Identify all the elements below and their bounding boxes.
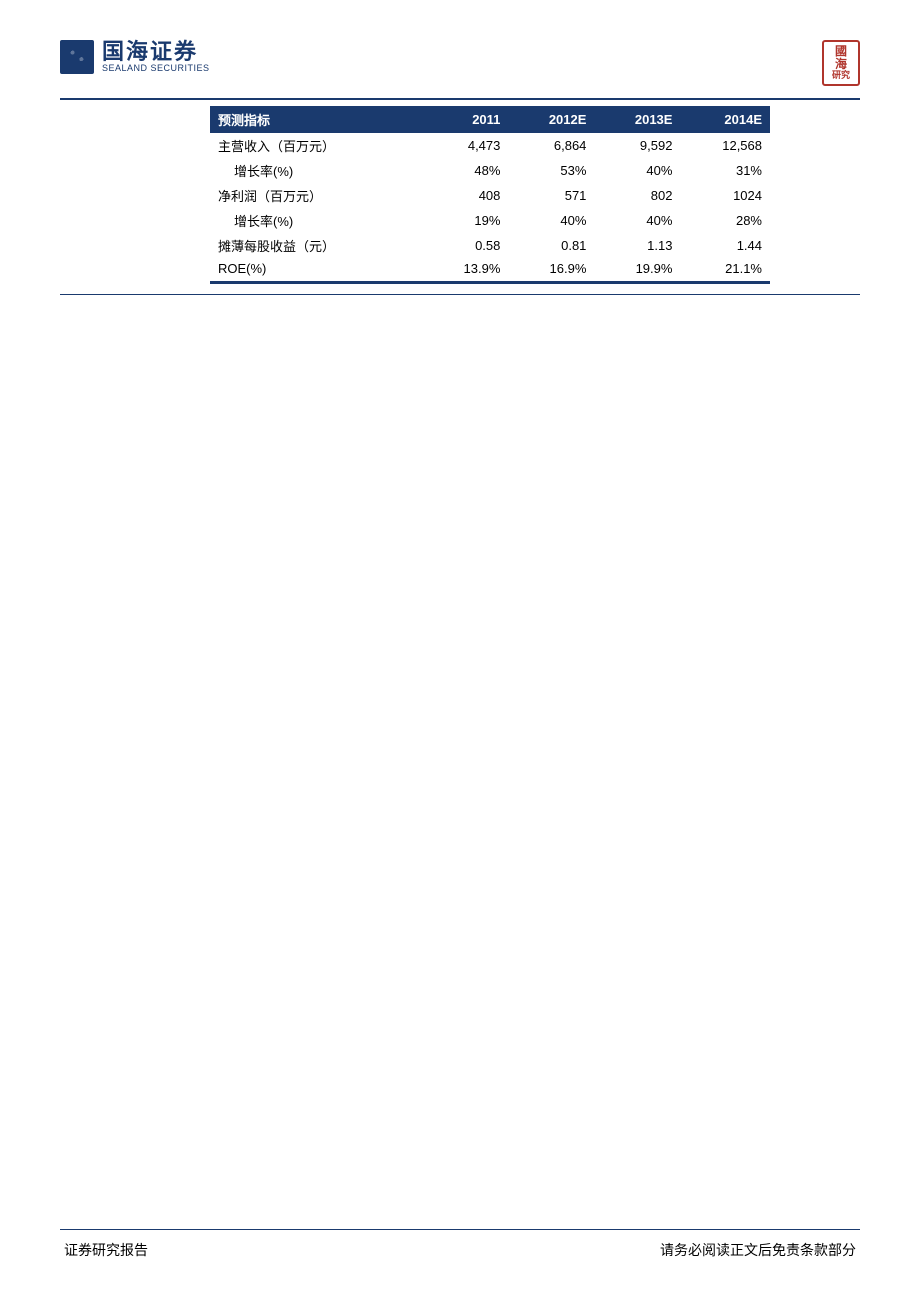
metric-value: 31% bbox=[680, 158, 770, 183]
metric-value: 16.9% bbox=[508, 258, 594, 279]
top-divider bbox=[60, 98, 860, 100]
metric-value: 0.58 bbox=[424, 233, 509, 258]
metric-value: 19.9% bbox=[594, 258, 680, 279]
metric-value: 53% bbox=[508, 158, 594, 183]
table-row: 主营收入（百万元）4,4736,8649,59212,568 bbox=[210, 133, 770, 158]
logo-en: SEALAND SECURITIES bbox=[102, 64, 210, 74]
metric-label: 增长率(%) bbox=[210, 158, 424, 183]
col-header-2011: 2011 bbox=[424, 106, 509, 133]
logo-cn: 国海证券 bbox=[102, 40, 210, 64]
table-bottom-divider bbox=[210, 281, 770, 284]
metric-label: 主营收入（百万元） bbox=[210, 133, 424, 158]
metric-value: 9,592 bbox=[594, 133, 680, 158]
footer-left-text: 证券研究报告 bbox=[64, 1240, 148, 1260]
metric-value: 21.1% bbox=[680, 258, 770, 279]
forecast-table: 预测指标 2011 2012E 2013E 2014E 主营收入（百万元）4,4… bbox=[210, 106, 770, 279]
footer-divider bbox=[60, 1229, 860, 1230]
col-header-metric: 预测指标 bbox=[210, 106, 424, 133]
research-seal-icon: 國 海 研究 bbox=[822, 40, 860, 86]
forecast-table-container: 预测指标 2011 2012E 2013E 2014E 主营收入（百万元）4,4… bbox=[210, 106, 770, 284]
metric-value: 1.44 bbox=[680, 233, 770, 258]
col-header-2012e: 2012E bbox=[508, 106, 594, 133]
footer-right-text: 请务必阅读正文后免责条款部分 bbox=[660, 1240, 856, 1260]
page-footer: 证券研究报告 请务必阅读正文后免责条款部分 bbox=[60, 1240, 860, 1260]
metric-value: 48% bbox=[424, 158, 509, 183]
metric-label: ROE(%) bbox=[210, 258, 424, 279]
col-header-2014e: 2014E bbox=[680, 106, 770, 133]
metric-value: 0.81 bbox=[508, 233, 594, 258]
logo-mark-icon bbox=[60, 40, 94, 74]
metric-value: 802 bbox=[594, 183, 680, 208]
table-row: 摊薄每股收益（元）0.580.811.131.44 bbox=[210, 233, 770, 258]
metric-value: 1.13 bbox=[594, 233, 680, 258]
col-header-2013e: 2013E bbox=[594, 106, 680, 133]
table-row: 增长率(%)19%40%40%28% bbox=[210, 208, 770, 233]
table-row: 增长率(%)48%53%40%31% bbox=[210, 158, 770, 183]
metric-value: 13.9% bbox=[424, 258, 509, 279]
seal-line: 研究 bbox=[832, 71, 850, 81]
metric-value: 40% bbox=[594, 208, 680, 233]
metric-value: 571 bbox=[508, 183, 594, 208]
metric-value: 19% bbox=[424, 208, 509, 233]
metric-label: 净利润（百万元） bbox=[210, 183, 424, 208]
table-header-row: 预测指标 2011 2012E 2013E 2014E bbox=[210, 106, 770, 133]
table-row: 净利润（百万元）4085718021024 bbox=[210, 183, 770, 208]
table-body: 主营收入（百万元）4,4736,8649,59212,568增长率(%)48%5… bbox=[210, 133, 770, 279]
table-row: ROE(%)13.9%16.9%19.9%21.1% bbox=[210, 258, 770, 279]
metric-value: 12,568 bbox=[680, 133, 770, 158]
metric-value: 40% bbox=[594, 158, 680, 183]
metric-label: 增长率(%) bbox=[210, 208, 424, 233]
metric-value: 28% bbox=[680, 208, 770, 233]
metric-value: 40% bbox=[508, 208, 594, 233]
metric-value: 1024 bbox=[680, 183, 770, 208]
page-spacer bbox=[60, 295, 860, 1229]
company-logo: 国海证券 SEALAND SECURITIES bbox=[60, 40, 210, 74]
logo-text: 国海证券 SEALAND SECURITIES bbox=[102, 40, 210, 74]
metric-value: 6,864 bbox=[508, 133, 594, 158]
metric-value: 408 bbox=[424, 183, 509, 208]
metric-value: 4,473 bbox=[424, 133, 509, 158]
header-region: 国海证券 SEALAND SECURITIES 國 海 研究 bbox=[60, 40, 860, 86]
metric-label: 摊薄每股收益（元） bbox=[210, 233, 424, 258]
